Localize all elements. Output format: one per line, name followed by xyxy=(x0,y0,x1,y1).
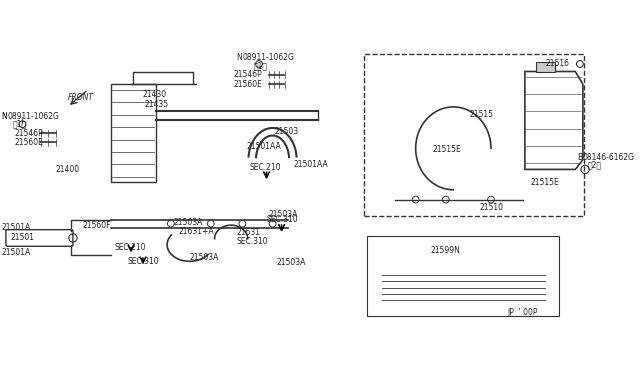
Text: 21400: 21400 xyxy=(56,165,80,174)
Text: 08146-6162G: 08146-6162G xyxy=(583,153,635,162)
Bar xyxy=(367,237,559,315)
Text: 21501AA: 21501AA xyxy=(294,160,328,169)
Text: 21516: 21516 xyxy=(545,60,569,68)
Text: 21546P: 21546P xyxy=(234,70,262,79)
Text: 21501A: 21501A xyxy=(1,223,31,232)
Text: SEC.310: SEC.310 xyxy=(236,237,268,246)
Text: 21503A: 21503A xyxy=(276,258,306,267)
Text: 21503A: 21503A xyxy=(189,253,219,262)
Text: SEC.210: SEC.210 xyxy=(250,163,282,171)
Text: 21501A: 21501A xyxy=(1,248,31,257)
Text: SEC.310: SEC.310 xyxy=(128,257,159,266)
Text: 21430: 21430 xyxy=(143,90,167,99)
Text: N: N xyxy=(236,54,242,62)
Text: 21503A: 21503A xyxy=(173,218,202,227)
Text: 21631+A: 21631+A xyxy=(179,227,214,236)
Text: 21560E: 21560E xyxy=(234,80,262,89)
Text: 21510: 21510 xyxy=(480,203,504,212)
Text: 21515: 21515 xyxy=(470,110,494,119)
Text: （1）: （1） xyxy=(253,61,268,70)
Text: 21435: 21435 xyxy=(145,100,168,109)
Text: 21515E: 21515E xyxy=(530,178,559,187)
Text: 21503: 21503 xyxy=(274,127,298,136)
Bar xyxy=(364,54,584,216)
Text: SEC.210: SEC.210 xyxy=(115,243,146,252)
Bar xyxy=(536,62,555,71)
Text: 21503A: 21503A xyxy=(269,210,298,219)
Text: JP  ' 00P: JP ' 00P xyxy=(508,308,538,317)
Text: 21546P: 21546P xyxy=(15,129,44,138)
Text: 21599N: 21599N xyxy=(431,246,461,254)
Text: 08911-1062G: 08911-1062G xyxy=(8,112,60,121)
Text: （2）: （2） xyxy=(588,160,602,169)
Text: （1）: （1） xyxy=(13,120,27,129)
Text: 21515E: 21515E xyxy=(432,145,461,154)
Text: N: N xyxy=(1,112,7,121)
Text: 21631: 21631 xyxy=(236,228,260,237)
Text: 21560E: 21560E xyxy=(15,138,44,147)
Text: 08911-1062G: 08911-1062G xyxy=(243,54,294,62)
Text: B: B xyxy=(578,153,583,162)
Text: 21560F: 21560F xyxy=(83,221,111,230)
Text: 21501AA: 21501AA xyxy=(246,142,281,151)
Text: SEC.310: SEC.310 xyxy=(266,215,298,224)
Text: FRONT: FRONT xyxy=(68,93,93,102)
Text: 21501: 21501 xyxy=(10,233,35,242)
